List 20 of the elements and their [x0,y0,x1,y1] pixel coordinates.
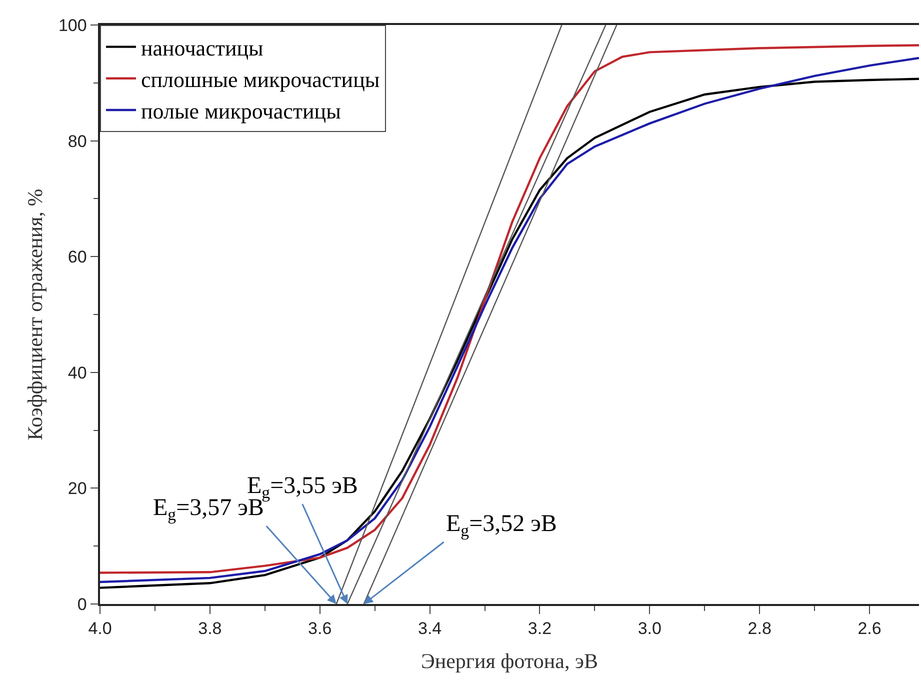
x-axis-title: Энергия фотона, эВ [421,648,598,673]
x-tick-label: 3.4 [418,619,442,638]
x-tick-label: 3.6 [308,619,332,638]
x-tick-label: 4.0 [88,619,112,638]
y-tick-label: 80 [68,132,87,151]
y-tick-label: 100 [58,16,87,35]
x-tick-label: 3.8 [198,619,222,638]
annotation: E$_{g}$=3,52 эВ [446,511,557,540]
y-tick-label: 40 [68,363,87,382]
x-tick-label: 3.0 [638,619,662,638]
y-axis-title: Коэффициент отражения, % [23,188,48,440]
y-tick-label: 20 [68,479,87,498]
legend-label: сплошные микрочастицы [141,66,380,92]
x-tick-label: 3.2 [528,619,552,638]
y-tick-label: 60 [68,248,87,267]
legend-label: наночастицы [141,35,264,60]
x-tick-label: 2.6 [858,619,882,638]
legend-label: полые микрочастицы [141,98,342,124]
x-tick-label: 2.8 [748,619,772,638]
y-tick-label: 0 [77,594,87,614]
